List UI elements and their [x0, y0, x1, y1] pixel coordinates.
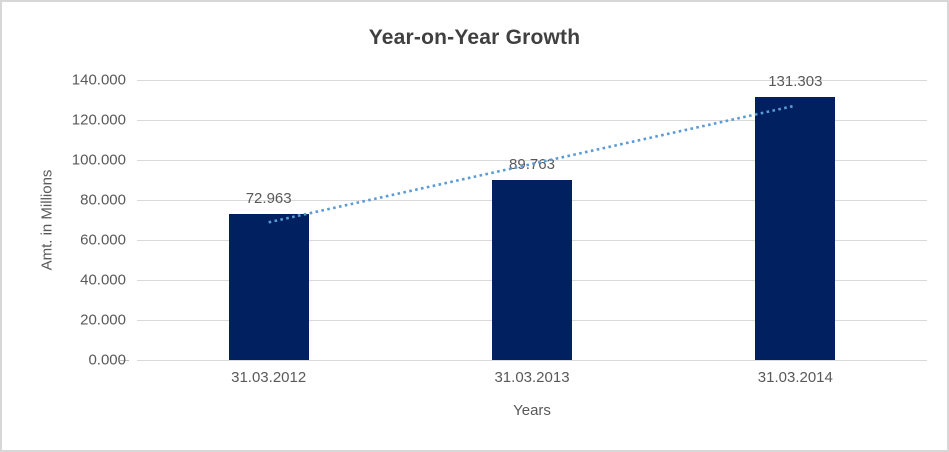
data-label: 89.763 — [509, 156, 555, 174]
y-gridline — [137, 160, 927, 161]
data-label: 72.963 — [245, 190, 292, 208]
x-axis-title: Years — [513, 402, 551, 419]
y-gridline — [137, 120, 927, 121]
y-tick-label: 120.000 — [71, 111, 126, 129]
trendline — [268, 104, 796, 224]
y-tick-label: 80.000 — [80, 191, 126, 209]
bar — [755, 97, 836, 360]
y-tick-label: 0.000 — [88, 351, 126, 369]
chart-title: Year-on-Year Growth — [368, 26, 581, 49]
x-tick-label: 31.03.2013 — [494, 369, 570, 386]
data-label: 131.303 — [768, 73, 823, 91]
y-gridline — [137, 80, 927, 81]
x-tick-label: 31.03.2012 — [231, 369, 307, 386]
y-tick-label: 40.000 — [80, 271, 126, 289]
y-tick-label: 100.000 — [71, 151, 126, 169]
y-tick-label: 60.000 — [80, 231, 126, 249]
plot-area: 72.963 89.763 131.303 — [120, 73, 927, 361]
x-tick-label: 31.03.2014 — [757, 369, 833, 386]
y-tick-label: 140.000 — [71, 71, 126, 89]
bar — [228, 214, 309, 360]
y-axis-tick-mark — [120, 360, 129, 361]
y-gridline — [137, 360, 927, 361]
y-axis-title: Amt. in Millions — [38, 169, 56, 271]
y-tick-label: 20.000 — [80, 311, 126, 329]
bar — [492, 180, 572, 360]
